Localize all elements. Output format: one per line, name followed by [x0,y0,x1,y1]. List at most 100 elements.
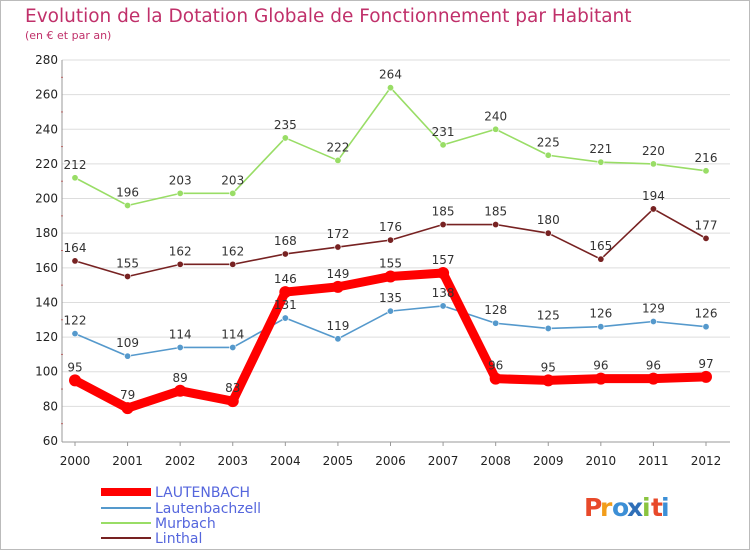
data-label: 114 [169,327,192,341]
brand-logo-letter: i [661,493,670,522]
data-label: 114 [221,327,244,341]
brand-logo-letter: P [584,493,602,522]
series-linthal [71,205,710,280]
data-point [71,330,79,338]
data-label: 203 [169,173,192,187]
data-label: 125 [537,308,560,322]
data-label: 119 [326,319,349,333]
data-point [176,260,184,268]
data-point [492,221,500,229]
data-label: 135 [379,291,402,305]
data-label: 221 [589,142,612,156]
brand-logo-letter: r [600,493,613,522]
data-label: 176 [379,220,402,234]
brand-logo-letter: o [612,493,629,522]
data-point [334,243,342,251]
data-point [69,374,81,387]
legend-label: Linthal [155,531,202,547]
data-point [649,160,657,168]
data-label: 146 [274,272,297,286]
data-point [124,201,132,209]
data-point [597,255,605,263]
y-tick-label: 280 [35,53,58,67]
x-tick-label: 2005 [323,454,354,468]
data-point [702,234,710,242]
y-tick-label: 240 [35,122,58,136]
x-tick-label: 2006 [375,454,406,468]
data-point [124,352,132,360]
data-label: 83 [225,381,240,395]
data-label: 220 [642,144,665,158]
chart-subtitle: (en € et par an) [25,29,111,42]
data-point [226,395,239,408]
data-label: 231 [432,125,455,139]
data-label: 96 [593,359,608,373]
data-label: 138 [432,286,455,300]
data-label: 168 [274,234,297,248]
data-label: 177 [695,218,718,232]
data-label: 240 [484,109,507,123]
data-point [597,323,605,331]
data-point [647,372,660,385]
data-point [229,189,237,197]
brand-logo-letter: t [651,493,663,522]
data-label: 264 [379,68,402,82]
data-label: 194 [642,189,665,203]
data-label: 155 [116,256,139,270]
y-tick-label: 160 [35,261,58,275]
data-point [544,229,552,237]
x-tick-label: 2002 [165,454,196,468]
data-label: 225 [537,135,560,149]
data-point [489,372,502,385]
y-tick-label: 60 [43,434,58,448]
data-point [229,343,237,351]
data-label: 157 [432,253,455,267]
data-point [71,174,79,182]
data-label: 196 [116,185,139,199]
series-murbach [71,84,710,209]
x-tick-label: 2010 [586,454,617,468]
data-point [437,267,450,280]
data-point [492,125,500,133]
data-point [492,319,500,327]
data-label: 129 [642,302,665,316]
data-point [124,272,132,280]
data-label: 95 [541,360,556,374]
data-label: 89 [173,371,188,385]
data-label: 79 [120,388,135,402]
data-point [594,372,607,385]
data-point [439,221,447,229]
data-point [649,205,657,213]
data-point [439,141,447,149]
data-label: 131 [274,298,297,312]
data-label: 155 [379,256,402,270]
legend-label: Lautenbachzell [155,501,261,517]
data-point [386,307,394,315]
data-label: 222 [326,140,349,154]
y-tick-label: 180 [35,226,58,240]
data-point [229,260,237,268]
data-label: 185 [484,205,507,219]
legend-label: LAUTENBACH [155,485,250,501]
x-tick-label: 2003 [217,454,248,468]
x-tick-label: 2007 [428,454,459,468]
data-label: 185 [432,205,455,219]
data-point [174,384,187,397]
y-tick-label: 200 [35,192,58,206]
data-point [281,314,289,322]
data-point [700,370,712,383]
x-tick-label: 2001 [112,454,143,468]
data-label: 216 [695,151,718,165]
data-point [281,250,289,258]
y-tick-label: 120 [35,330,58,344]
data-label: 180 [537,213,560,227]
x-tick-label: 2009 [533,454,564,468]
data-label: 96 [646,359,661,373]
data-point [386,84,394,92]
data-label: 96 [488,359,503,373]
legend-label: Murbach [155,516,216,532]
data-point [279,286,292,299]
data-point [334,156,342,164]
